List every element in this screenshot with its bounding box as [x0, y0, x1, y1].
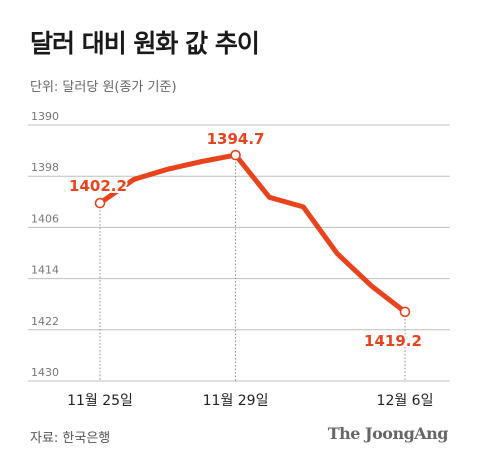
grid-lines — [28, 124, 450, 382]
x-tick-label: 11월 29일 — [203, 393, 269, 409]
y-tick-label: 1406 — [31, 212, 59, 225]
series-line — [97, 152, 408, 315]
data-label: 1402.2 — [69, 177, 127, 195]
data-label-halo: 1419.2 — [364, 332, 422, 350]
chart-title: 달러 대비 원화 값 추이 — [30, 29, 260, 58]
y-tick-label: 1398 — [31, 161, 59, 174]
data-point-marker — [94, 197, 106, 209]
markers — [94, 149, 411, 318]
data-point-marker — [230, 149, 241, 161]
x-tick-label: 11월 25일 — [67, 393, 133, 409]
data-label-halo: 1394.7 — [207, 130, 265, 148]
x-tick-label: 12월 6일 — [377, 393, 434, 409]
y-axis-ticks: 1390 1398 1406 1414 1422 1430 — [31, 110, 59, 379]
y-tick-label: 1390 — [31, 110, 59, 123]
unit-label: 단위: 달러당 원(종가 기준) — [30, 80, 177, 95]
series-line-layer — [97, 152, 408, 315]
data-label: 1394.7 — [207, 130, 265, 148]
data-point-marker — [399, 306, 411, 318]
y-tick-label: 1414 — [31, 264, 59, 277]
data-label-halo: 1402.2 — [69, 177, 127, 195]
brand-logo: The JoongAng — [327, 424, 449, 443]
y-tick-label: 1422 — [31, 315, 59, 328]
data-label: 1419.2 — [364, 332, 422, 350]
guide-lines — [99, 155, 406, 381]
y-tick-label: 1430 — [31, 366, 59, 379]
x-axis-ticks: 11월 25일 11월 29일 12월 6일 — [67, 393, 433, 409]
source-note: 자료: 한국은행 — [30, 431, 111, 446]
